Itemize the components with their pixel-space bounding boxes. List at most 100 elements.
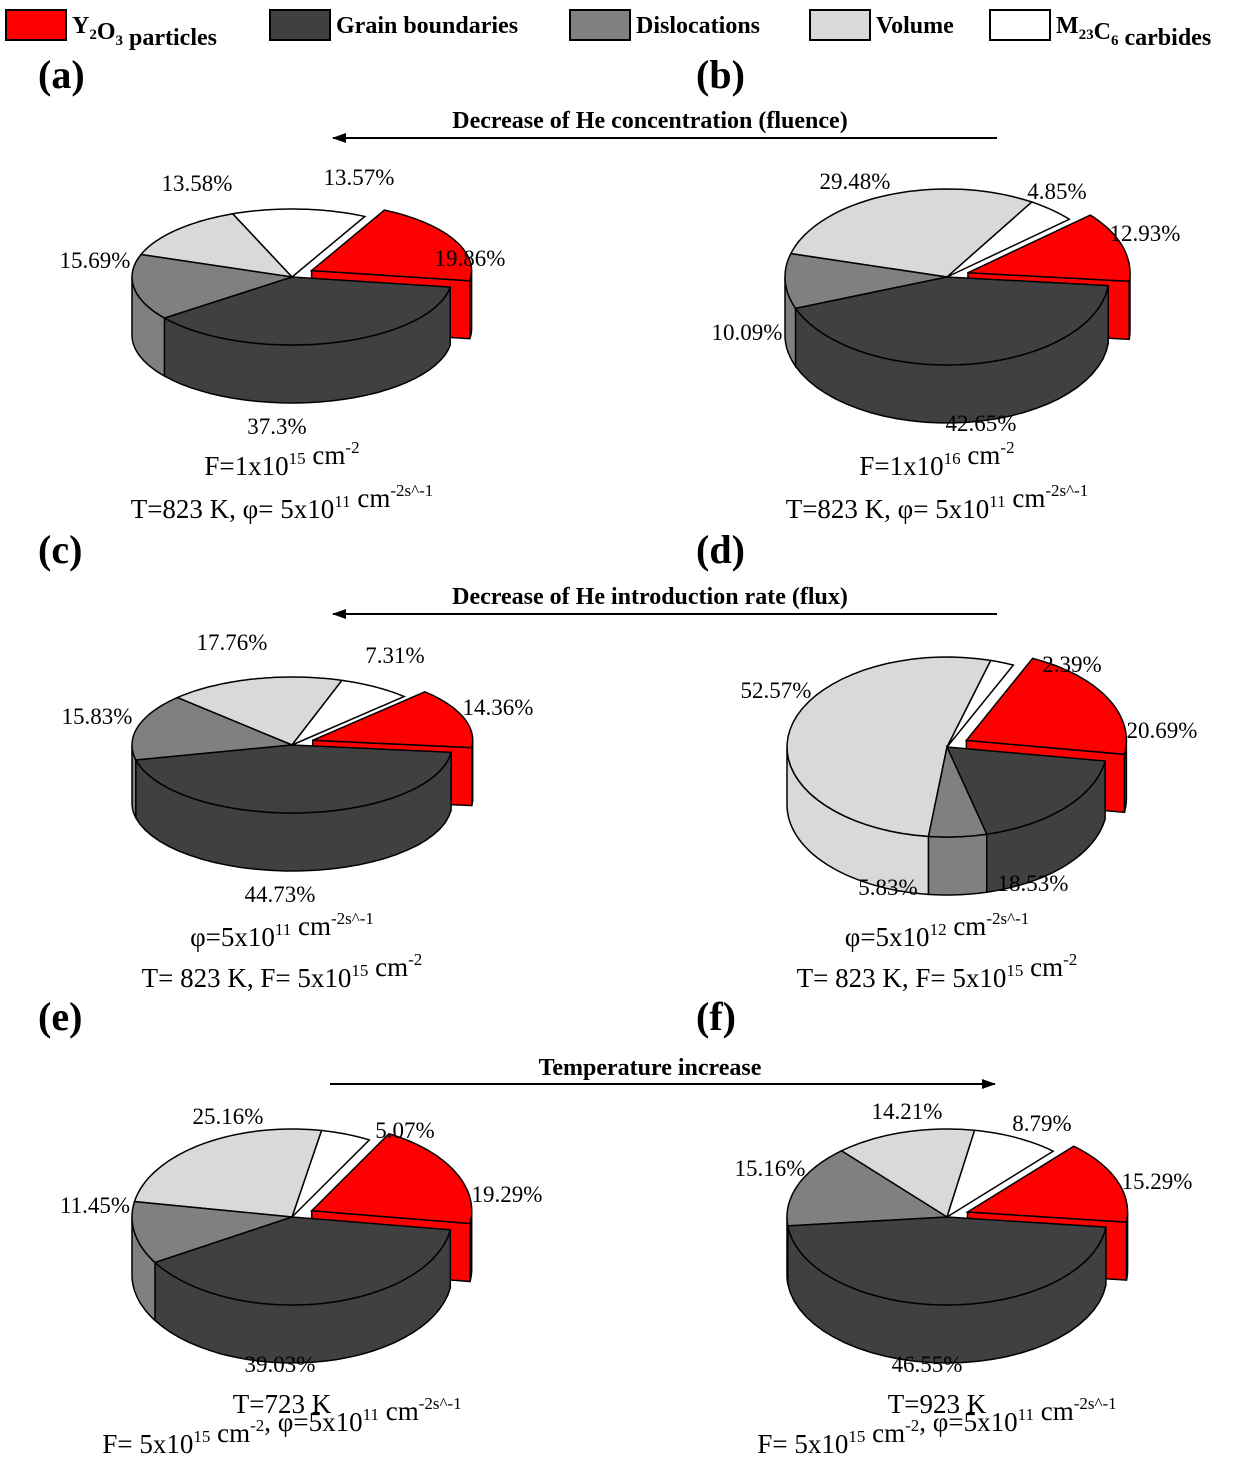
slice-disl <box>927 744 988 838</box>
legend-swatch <box>809 9 871 41</box>
pie-chart-e: (e) 19.29% 39.03% 11.45% 25.16% 5.07% T=723 KF… <box>38 994 542 1459</box>
caption-line-1: φ=5x1011 cm-2s^-1 <box>190 909 374 952</box>
slice-gb <box>786 1216 1107 1306</box>
value-label: 7.31% <box>365 643 424 668</box>
pie-chart-c: (c) 14.36% 44.73% 15.83% 17.76% 7.31% φ=5x1011… <box>38 527 533 993</box>
pie-chart-b: (b) 12.93% 42.65% 10.09% 29.48% 4.85% F=1x1016… <box>696 52 1180 524</box>
legend-item-disl: Dislocations <box>569 9 760 41</box>
trend-arrow: Decrease of He introduction rate (flux) <box>332 584 997 619</box>
slice-y2o3 <box>312 690 474 749</box>
value-label: 12.93% <box>1110 221 1181 246</box>
legend-item-vol: Volume <box>809 9 954 41</box>
panel-label: (e) <box>38 994 82 1039</box>
legend-swatch <box>269 9 331 41</box>
value-label: 13.57% <box>324 165 395 190</box>
slice-y2o3 <box>310 1132 473 1225</box>
value-label: 15.16% <box>735 1156 806 1181</box>
value-label: 4.85% <box>1027 179 1086 204</box>
slice-disl <box>784 252 948 310</box>
panel-label: (a) <box>38 52 85 97</box>
value-label: 39.03% <box>245 1352 316 1377</box>
slice-disl <box>131 253 293 319</box>
value-label: 29.48% <box>820 169 891 194</box>
pie-chart-a: (a) 19.86% 37.3% 15.69% 13.58% 13.57% F=1x1015… <box>38 52 505 524</box>
caption-line-1: F=1x1015 cm-2 <box>204 438 359 481</box>
legend-item-carb: M23C6 carbides <box>989 9 1211 51</box>
slice-y2o3 <box>309 209 473 282</box>
caption-line-1: T=923 K <box>888 1389 987 1419</box>
pie-tops <box>131 1128 473 1306</box>
value-label: 18.53% <box>998 871 1069 896</box>
slice-carb <box>291 679 407 746</box>
legend-item-gb: Grain boundaries <box>269 9 518 41</box>
caption-line-2: T= 823 K, F= 5x1015 cm-2 <box>142 950 423 993</box>
panel-label: (f) <box>696 994 736 1039</box>
slice-vol <box>786 656 992 838</box>
value-label: 5.07% <box>375 1118 434 1143</box>
slice-gb <box>945 746 1107 836</box>
value-label: 15.69% <box>60 248 131 273</box>
slice-carb <box>231 208 367 279</box>
legend-swatch <box>569 9 631 41</box>
pie-tops <box>131 676 474 814</box>
value-label: 52.57% <box>741 678 812 703</box>
caption-line-2: F= 5x1015 cm-2, φ=5x1011 cm-2s^-1 <box>102 1394 461 1459</box>
legend-label: Volume <box>876 13 954 39</box>
legend-swatch <box>989 9 1051 41</box>
pie-tops <box>131 208 473 346</box>
trend-arrow: Temperature increase <box>330 1055 996 1089</box>
slice-disl <box>786 1149 950 1227</box>
panel-label: (d) <box>696 527 745 572</box>
slice-y2o3 <box>964 657 1128 756</box>
legend-label: Y2O3 particles <box>72 13 217 51</box>
value-label: 15.29% <box>1122 1169 1193 1194</box>
slice-vol <box>133 1128 323 1218</box>
caption-line-1: φ=5x1012 cm-2s^-1 <box>845 909 1029 952</box>
value-label: 10.09% <box>712 320 783 345</box>
panel-label: (b) <box>696 52 745 97</box>
value-label: 20.69% <box>1127 718 1198 743</box>
slice-vol <box>839 1128 976 1219</box>
slice-gb <box>134 744 453 814</box>
slice-disl <box>131 1200 293 1264</box>
arrow-label: Temperature increase <box>539 1055 762 1081</box>
legend-swatch <box>5 9 67 41</box>
arrow-label: Decrease of He introduction rate (flux) <box>452 584 848 610</box>
slice-side <box>927 833 988 896</box>
caption-line-2: F= 5x1015 cm-2, φ=5x1011 cm-2s^-1 <box>757 1394 1116 1459</box>
slice-vol <box>139 212 295 279</box>
value-label: 13.58% <box>162 171 233 196</box>
pie-chart-f: (f) 15.29% 46.55% 15.16% 14.21% 8.79% T=923 KF… <box>696 994 1192 1459</box>
caption-line-2: T=823 K, φ= 5x1011 cm-2s^-1 <box>786 481 1089 524</box>
caption-line-2: T= 823 K, F= 5x1015 cm-2 <box>797 950 1078 993</box>
caption-line-1: T=723 K <box>233 1389 332 1419</box>
value-label: 19.29% <box>472 1182 543 1207</box>
legend: Y2O3 particles Grain boundaries Dislocatio… <box>5 9 1211 51</box>
value-label: 5.83% <box>858 875 917 900</box>
value-label: 15.83% <box>62 704 133 729</box>
slice-gb <box>794 276 1110 366</box>
legend-label: Dislocations <box>636 13 760 39</box>
slice-disl <box>131 696 293 761</box>
caption-line-1: F=1x1016 cm-2 <box>859 438 1014 481</box>
slice-carb <box>946 201 1071 278</box>
caption-line-2: T=823 K, φ= 5x1011 cm-2s^-1 <box>131 481 434 524</box>
value-label: 8.79% <box>1012 1111 1071 1136</box>
pie-tops <box>784 188 1131 366</box>
legend-item-y2o3: Y2O3 particles <box>5 9 217 51</box>
value-label: 46.55% <box>892 1352 963 1377</box>
slice-gb <box>162 276 452 346</box>
slice-gb <box>153 1216 452 1306</box>
value-label: 11.45% <box>60 1193 130 1218</box>
panel-label: (c) <box>38 527 82 572</box>
trend-arrow: Decrease of He concentration (fluence) <box>332 108 997 143</box>
arrows: Decrease of He concentration (fluence) De… <box>330 108 997 1089</box>
value-label: 17.76% <box>197 630 268 655</box>
value-label: 37.3% <box>247 414 306 439</box>
pie-tops <box>786 656 1128 838</box>
value-label: 25.16% <box>193 1104 264 1129</box>
slice-vol <box>175 676 344 746</box>
arrow-label: Decrease of He concentration (fluence) <box>452 108 847 134</box>
slice-y2o3 <box>967 214 1131 283</box>
